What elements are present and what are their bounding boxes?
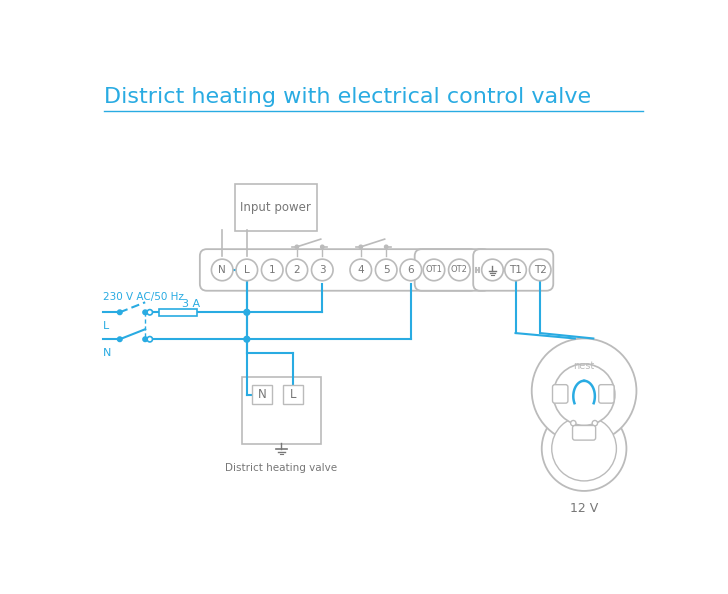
Circle shape [505,259,526,281]
FancyBboxPatch shape [553,385,568,403]
Circle shape [542,406,626,491]
Text: 3: 3 [319,265,325,275]
Circle shape [350,259,371,281]
Circle shape [359,245,363,248]
Circle shape [143,310,148,315]
Text: District heating with electrical control valve: District heating with electrical control… [103,87,590,108]
Circle shape [376,259,397,281]
Circle shape [295,245,298,248]
Circle shape [147,337,152,342]
Circle shape [261,259,283,281]
Text: L: L [244,265,250,275]
Circle shape [117,337,122,342]
Circle shape [553,364,615,425]
Text: L: L [290,388,296,401]
FancyBboxPatch shape [598,385,614,403]
Text: 6: 6 [408,265,414,275]
FancyBboxPatch shape [473,249,553,290]
Text: nest: nest [574,361,595,371]
Text: L: L [103,321,109,331]
Text: OT1: OT1 [425,266,443,274]
Circle shape [531,339,636,443]
FancyBboxPatch shape [234,185,317,230]
Circle shape [286,259,308,281]
Text: 3 A: 3 A [182,299,200,309]
Circle shape [312,259,333,281]
Text: District heating valve: District heating valve [226,463,338,473]
Circle shape [117,310,122,315]
Text: OT2: OT2 [451,266,468,274]
Text: nest: nest [576,429,593,438]
Circle shape [423,259,445,281]
Circle shape [244,309,250,315]
Circle shape [236,259,258,281]
Circle shape [529,259,551,281]
Text: Input power: Input power [240,201,311,214]
Text: 2: 2 [293,265,300,275]
FancyBboxPatch shape [283,386,303,404]
Circle shape [592,421,598,426]
Text: 230 V AC/50 Hz: 230 V AC/50 Hz [103,292,183,302]
FancyBboxPatch shape [252,386,272,404]
FancyBboxPatch shape [159,309,197,316]
Text: 12 V: 12 V [570,503,598,516]
Text: T2: T2 [534,265,547,275]
FancyBboxPatch shape [200,249,477,290]
Circle shape [147,309,152,315]
Circle shape [400,259,422,281]
FancyBboxPatch shape [242,377,321,444]
Text: 4: 4 [357,265,364,275]
Circle shape [384,245,388,248]
Circle shape [571,421,576,426]
FancyBboxPatch shape [415,249,490,290]
Text: T1: T1 [509,265,522,275]
Circle shape [211,259,233,281]
Text: 5: 5 [383,265,389,275]
Circle shape [448,259,470,281]
Text: 1: 1 [269,265,275,275]
Circle shape [552,416,617,481]
Circle shape [482,259,503,281]
Text: N: N [103,348,111,358]
Circle shape [244,336,250,342]
Text: N: N [218,265,226,275]
Circle shape [143,337,148,342]
Text: N: N [258,388,266,401]
Circle shape [320,245,324,248]
FancyBboxPatch shape [572,425,596,440]
